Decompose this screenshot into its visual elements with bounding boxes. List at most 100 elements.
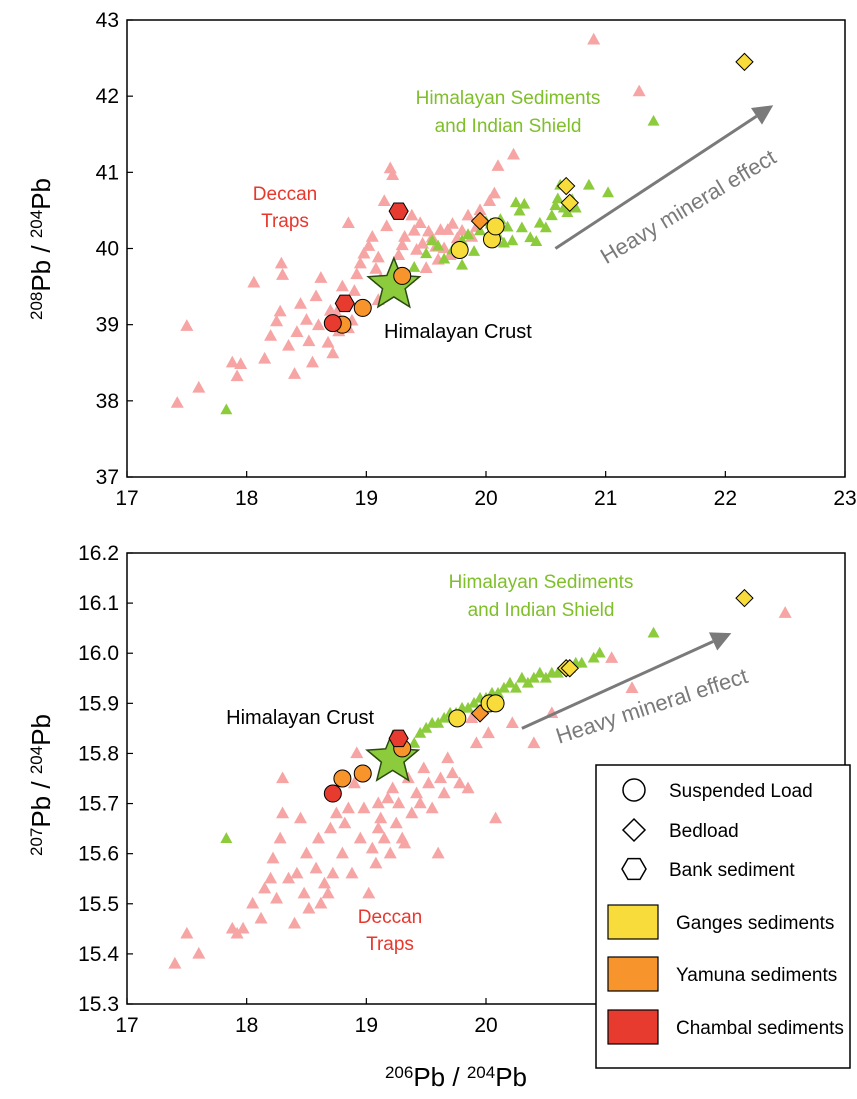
deccan-traps-point bbox=[311, 318, 325, 331]
legend-symbol-label: Bedload bbox=[669, 821, 739, 842]
himalayan-sediment-point bbox=[582, 178, 595, 190]
deccan-traps-point bbox=[605, 651, 619, 663]
axis-label-mass-1: 208 bbox=[27, 292, 46, 320]
deccan-traps-point bbox=[345, 866, 359, 879]
deccan-traps-point bbox=[225, 355, 239, 368]
deccan-traps-point bbox=[170, 396, 184, 408]
y-axis-label-208pb: 208Pb / 204Pb bbox=[26, 178, 56, 320]
himalayan-sediment-point bbox=[602, 186, 615, 198]
deccan-traps-point bbox=[461, 208, 475, 221]
axis-label-mass-2: 204 bbox=[467, 1063, 495, 1082]
deccan-traps-point bbox=[434, 771, 448, 784]
deccan-traps-point bbox=[377, 194, 391, 206]
deccan-traps-point bbox=[254, 911, 268, 924]
y-tick-label: 41 bbox=[96, 161, 119, 184]
deccan-traps-point bbox=[395, 238, 409, 251]
deccan-traps-point bbox=[294, 297, 308, 309]
deccan-traps-point bbox=[236, 921, 250, 934]
deccan-traps-point bbox=[405, 806, 419, 819]
deccan-traps-point bbox=[341, 216, 355, 229]
deccan-traps-point bbox=[294, 811, 308, 824]
himalayan-sediment-point bbox=[462, 701, 475, 713]
himalayan-sediment-point bbox=[456, 258, 469, 270]
deccan-traps-point bbox=[371, 821, 385, 834]
deccan-traps-point bbox=[383, 846, 397, 859]
himalayan-sediment-point bbox=[533, 666, 546, 678]
deccan-traps-point bbox=[357, 801, 371, 814]
himalayan-sediment-point bbox=[420, 721, 433, 733]
axis-label-element-2: Pb bbox=[26, 714, 56, 746]
himalayan-sediment-point bbox=[647, 114, 660, 126]
deccan-traps-point bbox=[321, 886, 335, 899]
deccan-traps-point bbox=[290, 325, 304, 337]
x-tick-label: 23 bbox=[833, 487, 856, 510]
deccan-traps-point bbox=[258, 351, 272, 364]
deccan-traps-point bbox=[425, 801, 439, 814]
deccan-traps-point bbox=[392, 796, 406, 809]
ganges-suspended-load bbox=[486, 217, 505, 236]
deccan-traps-point bbox=[338, 816, 352, 829]
himalayan-sediment-point bbox=[432, 716, 445, 728]
top-panel-208pb-plot: 17 18 19 20 21 22 23 37 38 39 40 41 42 43 Deccan Traps H… bbox=[26, 9, 857, 510]
deccan-traps-point bbox=[527, 736, 541, 749]
deccan-traps-point bbox=[276, 771, 290, 784]
axis-label-mass-2: 204 bbox=[27, 210, 46, 238]
deccan-traps-point bbox=[416, 236, 430, 249]
ganges-bedload bbox=[735, 52, 754, 72]
deccan-traps-point bbox=[309, 289, 323, 302]
deccan-traps-point bbox=[350, 746, 364, 759]
deccan-traps-label: Deccan bbox=[358, 907, 422, 928]
deccan-traps-point bbox=[362, 886, 376, 899]
deccan-traps-point bbox=[302, 901, 316, 914]
axis-label-element: Pb / bbox=[26, 238, 56, 291]
deccan-traps-point bbox=[473, 203, 487, 216]
himalayan-sediment-point bbox=[527, 671, 540, 683]
legend-circle-icon bbox=[622, 778, 646, 802]
axis-label-element-2: Pb bbox=[495, 1062, 527, 1092]
x-tick-label: 21 bbox=[594, 487, 617, 510]
deccan-traps-point bbox=[329, 806, 343, 819]
chambal-bank-sediment bbox=[388, 202, 409, 220]
legend-color-swatch bbox=[607, 956, 659, 992]
himalayan-sediment-point bbox=[539, 221, 552, 233]
deccan-traps-point bbox=[311, 831, 325, 844]
deccan-traps-point bbox=[317, 876, 331, 889]
deccan-traps-point bbox=[335, 279, 349, 292]
ganges-suspended-load bbox=[450, 241, 469, 260]
chambal-bank-sediment bbox=[388, 729, 409, 748]
y-tick-label: 15.9 bbox=[78, 692, 119, 715]
deccan-traps-point bbox=[168, 956, 182, 969]
deccan-traps-point bbox=[192, 946, 206, 959]
deccan-traps-point bbox=[453, 776, 467, 789]
yamuna-suspended-load bbox=[333, 769, 352, 788]
yamuna-suspended-load bbox=[393, 266, 412, 285]
heavy-mineral-arrow-head bbox=[750, 105, 774, 125]
deccan-traps-point bbox=[300, 846, 313, 859]
deccan-traps-point bbox=[365, 230, 379, 242]
deccan-traps-point bbox=[297, 886, 311, 899]
ganges-bedload bbox=[560, 193, 579, 213]
heavy-mineral-arrow-shaft bbox=[554, 115, 758, 250]
legend-color-swatch bbox=[607, 904, 659, 940]
himalayan-sediment-point bbox=[515, 221, 528, 233]
x-tick-label: 18 bbox=[235, 1014, 258, 1037]
deccan-traps-point bbox=[305, 355, 319, 368]
y-tick-label: 15.8 bbox=[78, 742, 119, 765]
himalayan-sediment-point bbox=[438, 711, 451, 723]
himalayan-sediment-point bbox=[530, 235, 543, 246]
himalayan-sediment-point bbox=[518, 197, 531, 209]
deccan-traps-point bbox=[264, 329, 278, 341]
deccan-traps-point bbox=[405, 208, 419, 221]
deccan-traps-point bbox=[441, 223, 455, 235]
himalayan-sediment-point bbox=[515, 671, 528, 683]
deccan-traps-point bbox=[282, 871, 296, 884]
deccan-traps-point bbox=[347, 776, 361, 789]
legend-color-label: Ganges sediments bbox=[676, 913, 834, 934]
deccan-traps-point bbox=[377, 831, 391, 844]
legend-diamond-icon bbox=[621, 817, 647, 843]
deccan-traps-point bbox=[314, 896, 328, 909]
himalayan-sediment-point bbox=[408, 736, 421, 748]
ganges-bedload bbox=[735, 588, 754, 608]
deccan-traps-point bbox=[489, 811, 503, 824]
legend-color-label: Yamuna sediments bbox=[676, 965, 837, 986]
